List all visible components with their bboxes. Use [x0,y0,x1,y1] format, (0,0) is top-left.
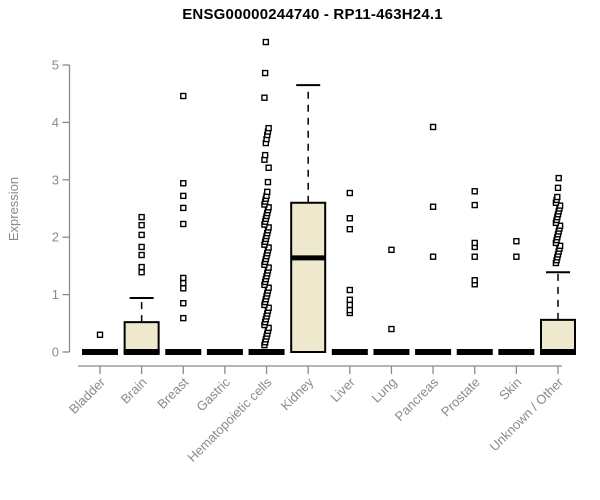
outlier-point [471,188,478,195]
median-bar-zero [498,349,535,355]
median-bar-zero [123,349,160,355]
x-tick-label: Unknown / Other [487,374,567,454]
outlier-point [388,246,395,254]
outlier-point [471,277,478,284]
outlier-point [261,94,268,101]
median-bar-zero [415,349,452,355]
outlier-point [264,178,272,186]
y-tick-label: 2 [52,230,59,245]
outlier-point [262,38,270,46]
outlier-point [180,180,187,187]
outlier-point [346,301,354,309]
x-tick-label: Breast [154,374,191,411]
outlier-point [261,69,269,77]
median-bar-zero [206,349,243,355]
outlier-point [180,192,187,200]
x-tick-label: Gastric [193,374,233,414]
outlier-point [138,231,145,239]
median-bar-zero [540,349,576,355]
y-tick-label: 4 [52,115,59,130]
chart-title: ENSG00000244740 - RP11-463H24.1 [182,6,443,23]
x-tick-label: Prostate [438,375,483,420]
outlier-point [138,269,145,276]
outlier-point [180,92,187,100]
median-bar-zero [331,349,368,355]
x-tick-label: Pancreas [392,374,442,424]
outlier-point [265,164,272,171]
outlier-point [138,221,145,229]
outlier-point [180,274,187,282]
median-bar-zero [248,349,285,355]
outlier-point [429,123,437,131]
box [290,201,327,353]
outlier-point [429,203,437,210]
outlier-point [555,174,562,182]
outlier-point [388,325,395,333]
x-tick-label: Lung [369,375,400,406]
outlier-point [138,213,145,221]
median-bar-zero [373,349,410,355]
outlier-point [346,189,354,197]
outlier-point [471,253,478,260]
y-tick-label: 0 [52,345,59,360]
x-tick-label: Liver [327,374,358,405]
x-tick-label: Brain [118,375,150,407]
y-tick-label: 3 [52,172,59,187]
box [540,318,576,353]
outlier-point [180,300,187,307]
outlier-point [264,188,271,196]
outlier-point [180,220,187,228]
x-tick-label: Skin [496,375,524,403]
outlier-point [429,253,437,260]
outlier-point [96,331,104,338]
outlier-point [138,251,145,259]
outlier-point [346,286,354,294]
outlier-point [180,314,187,322]
y-tick-label: 1 [52,287,59,302]
median-bar-zero [165,349,202,355]
outlier-point [554,184,562,192]
outlier-point [261,151,269,159]
outlier-point [346,296,354,303]
x-tick-label: Kidney [278,374,317,413]
outlier-point [471,201,478,209]
outlier-point [180,279,187,287]
outlier-point [265,124,272,132]
median-bar-zero [456,349,493,355]
outlier-point [346,215,354,222]
box [123,321,160,354]
x-tick-label: Bladder [66,374,109,417]
y-tick-label: 5 [52,58,59,73]
outlier-point [180,285,187,292]
outlier-point [513,253,520,260]
outlier-point [346,306,354,314]
outlier-point [554,193,561,201]
outlier-point [138,263,145,271]
outlier-point [180,204,187,212]
outlier-point [138,243,145,251]
median-bar-zero [82,349,118,355]
outlier-point [471,239,478,247]
outlier-point [346,225,354,233]
outlier-point [513,238,520,245]
